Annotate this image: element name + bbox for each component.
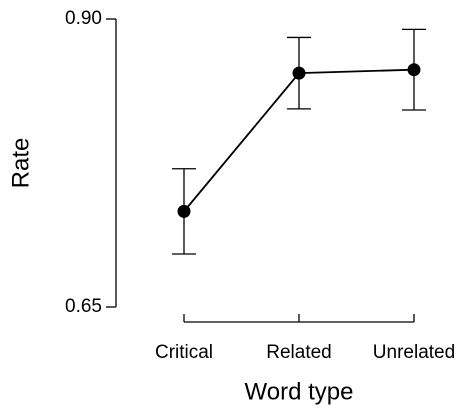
x-tick-label: Unrelated bbox=[373, 342, 455, 363]
y-tick-label: 0.65 bbox=[65, 296, 102, 317]
point bbox=[407, 63, 421, 77]
y-tick-label: 0.90 bbox=[65, 8, 102, 29]
x-tick-label: Critical bbox=[155, 342, 213, 363]
point bbox=[177, 204, 191, 218]
x-axis-title: Word type bbox=[245, 378, 354, 405]
point bbox=[292, 66, 306, 80]
x-tick-label: Related bbox=[266, 342, 332, 363]
y-axis-title: Rate bbox=[7, 138, 34, 189]
